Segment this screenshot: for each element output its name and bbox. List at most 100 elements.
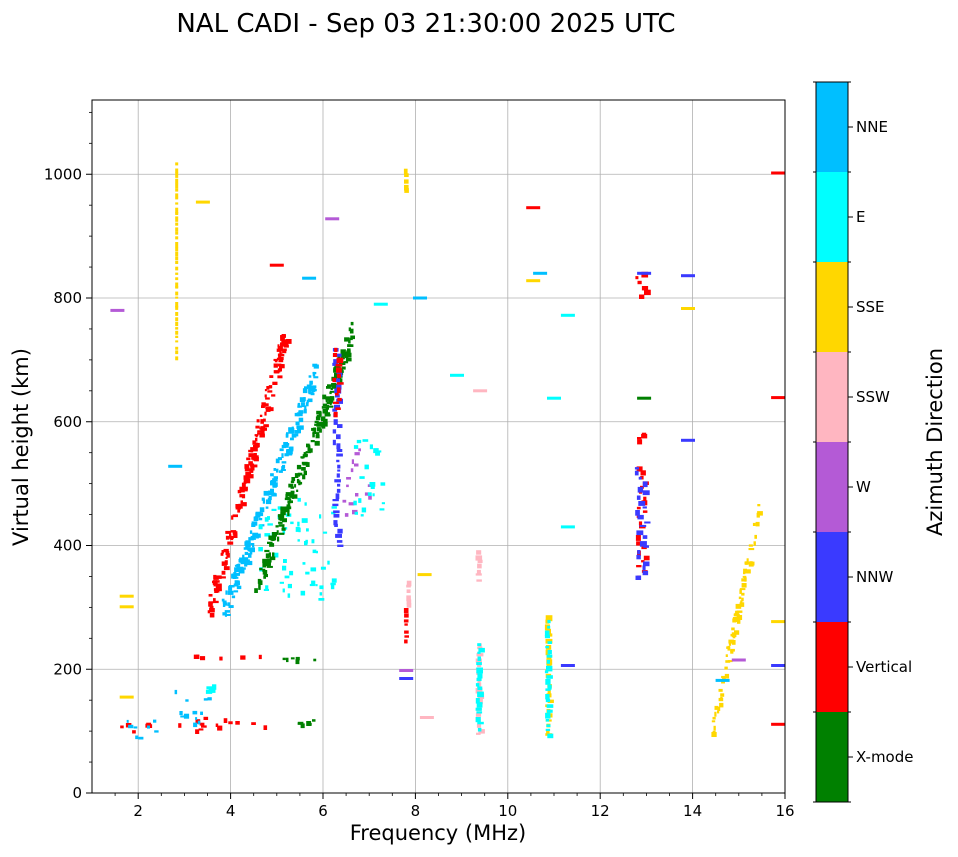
y-axis-label: Virtual height (km)	[9, 348, 33, 546]
echo-dash-nne	[222, 612, 227, 616]
echo-dash-vertical	[208, 594, 213, 597]
echo-dash-nne	[268, 490, 272, 496]
echo-dash-vertical	[264, 394, 267, 398]
echo-dash-nnw	[638, 476, 642, 480]
echo-dash-vertical	[335, 407, 341, 410]
echo-dash-ssw	[476, 579, 482, 582]
echo-dash-x-mode	[312, 431, 317, 434]
echo-dash-vertical	[637, 437, 642, 440]
echo-dash-sse	[735, 603, 742, 609]
echo-dash-vertical	[261, 405, 265, 408]
echo-dash-nne	[306, 384, 312, 389]
echo-dash-sse	[730, 633, 733, 637]
echo-dash-vertical	[219, 656, 223, 661]
echo-dash-nnw	[336, 473, 340, 478]
echo-dash-nne	[281, 444, 287, 449]
echo-dash-x-mode	[321, 422, 328, 427]
echo-dash-sse	[757, 504, 761, 507]
echo-point-sse	[417, 573, 432, 577]
echo-dash-vertical	[638, 521, 643, 526]
echo-dash-sse	[175, 346, 179, 350]
echo-dash-sse	[175, 305, 179, 310]
echo-dash-nnw	[336, 443, 341, 450]
echo-dash-vertical	[225, 535, 230, 540]
echo-dash-sse	[724, 673, 730, 679]
echo-dash-vertical	[251, 722, 256, 725]
echo-dash-sse	[719, 702, 724, 708]
echo-dash-vertical	[265, 406, 272, 410]
echo-dash-e	[546, 704, 554, 708]
echo-dash-nne	[273, 468, 276, 471]
echo-dash-x-mode	[347, 344, 354, 347]
echo-dash-nne	[271, 492, 276, 496]
echo-dash-sse	[721, 675, 726, 679]
azimuth-colorbar: X-mode Vertical NNW W SSW SSE E NNE	[813, 81, 913, 803]
echo-dash-nnw	[333, 520, 338, 526]
echo-dash-vertical	[639, 294, 645, 299]
echo-dash-sse	[175, 202, 179, 205]
echo-dash-vertical	[636, 506, 641, 510]
echo-dash-sse	[175, 162, 179, 166]
echo-dash-vertical	[250, 465, 255, 471]
echo-dash-sse	[175, 286, 179, 289]
echo-dash-e	[319, 585, 324, 590]
echo-dash-sse	[717, 710, 720, 714]
echo-dash-x-mode	[296, 478, 300, 484]
echo-dash-x-mode	[286, 504, 291, 507]
echo-dash-ssw	[406, 584, 411, 588]
echo-dash-nne	[297, 402, 301, 408]
echo-dash-sse	[175, 227, 179, 232]
echo-dash-nnw	[337, 464, 341, 469]
echo-dash-nne	[305, 402, 309, 407]
echo-dash-e	[353, 445, 359, 449]
echo-dash-vertical	[336, 373, 341, 378]
echo-dash-nnw	[634, 467, 639, 470]
echo-point-sse	[681, 307, 695, 310]
echo-dash-vertical	[239, 489, 245, 493]
echo-dash-e	[322, 531, 328, 534]
chart-title: NAL CADI - Sep 03 21:30:00 2025 UTC	[176, 9, 675, 39]
echo-dash-nnw	[332, 439, 336, 446]
echo-dash-nne	[231, 595, 236, 599]
echo-dash-nne	[285, 443, 290, 446]
echo-dash-e	[373, 448, 379, 454]
echo-dash-x-mode	[350, 321, 354, 326]
echo-dash-vertical	[250, 449, 254, 453]
echo-dash-x-mode	[290, 657, 295, 660]
echo-dash-nnw	[636, 554, 641, 560]
echo-dash-nnw	[335, 533, 342, 538]
echo-dash-nne	[200, 711, 203, 715]
echo-dash-x-mode	[340, 355, 345, 360]
echo-point-nne	[413, 296, 427, 300]
echo-dash-nne	[195, 717, 198, 720]
echo-dash-sse	[403, 168, 408, 174]
echo-dash-vertical	[246, 457, 251, 461]
echo-point-sse	[771, 620, 786, 624]
echo-dash-vertical	[336, 367, 342, 373]
echo-dash-e	[330, 582, 336, 586]
echo-dash-nnw	[336, 398, 343, 404]
echo-dash-vertical	[253, 457, 259, 462]
echo-dash-vertical	[643, 496, 647, 501]
echo-dash-x-mode	[318, 411, 322, 417]
echo-dash-vertical	[239, 494, 243, 498]
echo-dash-sse	[175, 216, 179, 222]
echo-dash-vertical	[263, 418, 266, 422]
echo-dash-ssw	[475, 713, 482, 717]
echo-dash-sse	[727, 645, 730, 651]
echo-dash-x-mode	[341, 353, 347, 357]
echo-dash-nne	[258, 518, 263, 521]
echo-dash-nne	[225, 613, 231, 616]
echo-dash-x-mode	[290, 486, 294, 489]
echo-dash-x-mode	[258, 586, 261, 590]
echo-dash-sse	[743, 575, 747, 580]
echo-dash-vertical	[263, 424, 269, 428]
echo-dash-x-mode	[269, 556, 276, 561]
echo-dash-e	[372, 493, 375, 497]
echo-dash-nnw	[335, 394, 340, 398]
echo-dash-nnw	[337, 544, 344, 547]
echo-dash-vertical	[243, 481, 246, 484]
echo-dash-e	[475, 717, 481, 723]
echo-dash-nnw	[334, 523, 338, 527]
echo-dash-vertical	[216, 580, 220, 583]
